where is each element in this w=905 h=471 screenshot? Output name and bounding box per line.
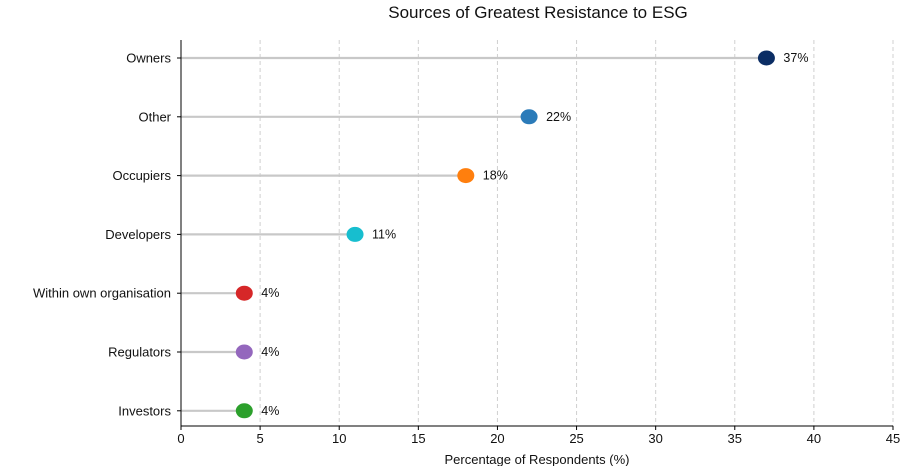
x-tick-label: 40 (807, 431, 821, 446)
category-label: Developers (105, 227, 171, 242)
x-tick-label: 20 (490, 431, 504, 446)
x-tick-label: 5 (256, 431, 263, 446)
x-tick-label: 25 (569, 431, 583, 446)
dot (757, 50, 775, 66)
grid (259, 40, 894, 426)
value-label: 11% (372, 227, 396, 241)
category-label: Owners (126, 51, 171, 66)
dot (520, 109, 538, 125)
dots (235, 50, 775, 419)
category-label: Regulators (108, 345, 171, 360)
category-label: Occupiers (112, 168, 171, 183)
stems (181, 56, 767, 412)
dot (235, 285, 253, 301)
value-label: 22% (546, 110, 571, 124)
chart-title: Sources of Greatest Resistance to ESG (388, 3, 688, 22)
x-tick-label: 0 (177, 431, 184, 446)
x-ticks: 0 5 10 15 20 25 30 35 40 45 (177, 426, 900, 446)
category-label: Investors (118, 403, 171, 418)
category-label: Within own organisation (33, 286, 171, 301)
axes (177, 40, 893, 427)
category-labels: Owners Other Occupiers Developers Within own… (33, 51, 172, 419)
value-label: 37% (783, 51, 808, 65)
x-tick-label: 45 (886, 431, 900, 446)
dot (346, 226, 364, 242)
x-axis-title: Percentage of Respondents (%) (445, 452, 630, 466)
dot (457, 168, 475, 184)
x-tick-label: 35 (728, 431, 742, 446)
x-tick-label: 15 (411, 431, 425, 446)
category-label: Other (138, 109, 171, 124)
value-labels: 37% 22% 18% 11% 4% 4% 4% (261, 51, 808, 418)
x-tick-label: 10 (332, 431, 346, 446)
x-tick-label: 30 (648, 431, 662, 446)
dot (235, 344, 253, 360)
value-label: 18% (483, 169, 508, 183)
dot (235, 403, 253, 419)
value-label: 4% (261, 404, 279, 418)
value-label: 4% (261, 286, 279, 300)
value-label: 4% (261, 345, 279, 359)
